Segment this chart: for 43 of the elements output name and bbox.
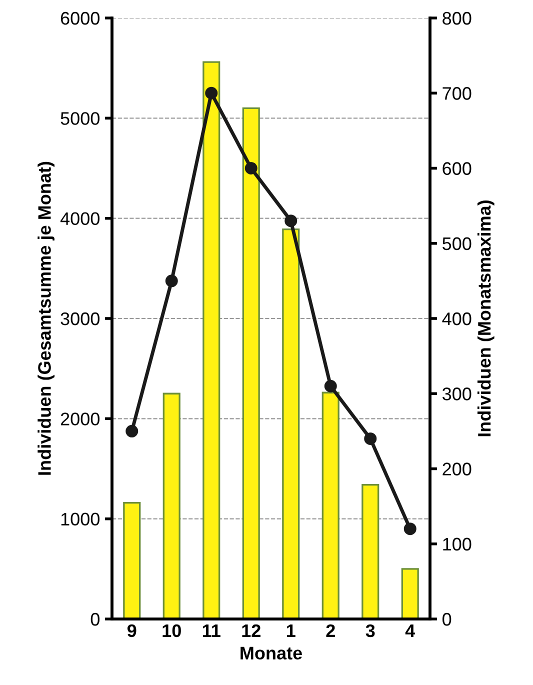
point xyxy=(324,380,337,392)
bar xyxy=(401,568,419,619)
bar xyxy=(282,228,300,619)
y-tick-label: 3000 xyxy=(60,312,100,326)
x-tick-label: 10 xyxy=(162,624,181,638)
y-tick-label: 4000 xyxy=(60,212,100,226)
bar xyxy=(242,107,260,619)
y2-tick-label: 800 xyxy=(442,12,472,25)
x-tick-label: 1 xyxy=(286,624,296,637)
y-axis-title: Individuen (Gesamtsumme je Monat) xyxy=(38,162,54,475)
y2-tick-label: 200 xyxy=(442,462,472,476)
x-tick-label: 2 xyxy=(326,624,335,637)
x-tick-label: 4 xyxy=(405,624,416,637)
y2-axis-title: Individuen (Monatsmaxima) xyxy=(477,200,494,436)
bar xyxy=(202,61,220,619)
x-tick-label: 3 xyxy=(366,624,375,638)
y2-tick-label: 700 xyxy=(442,87,472,100)
y2-tick-label: 300 xyxy=(442,388,472,400)
point xyxy=(364,432,377,445)
bar xyxy=(362,484,380,619)
y-tick-label: 2000 xyxy=(60,412,100,426)
point xyxy=(244,162,258,174)
y2-tick-label: 500 xyxy=(442,237,472,250)
x-tick-label: 12 xyxy=(242,624,260,637)
bar xyxy=(123,502,141,619)
point xyxy=(165,274,178,288)
y-tick-label: 0 xyxy=(90,612,100,626)
y2-tick-label: 0 xyxy=(442,612,452,626)
point xyxy=(404,522,416,536)
y-tick-label: 6000 xyxy=(60,12,100,25)
bar xyxy=(322,392,340,619)
x-tick-label: 9 xyxy=(127,624,136,638)
y-tick-label: 5000 xyxy=(60,112,100,125)
x-tick-label: 11 xyxy=(202,624,220,637)
y2-tick-label: 400 xyxy=(442,312,472,326)
y2-tick-label: 100 xyxy=(443,538,472,551)
point xyxy=(205,86,218,100)
bar xyxy=(162,392,180,619)
y-tick-label: 1000 xyxy=(61,512,100,526)
point xyxy=(284,214,298,228)
y2-tick-label: 600 xyxy=(442,162,472,175)
point xyxy=(126,424,138,438)
x-axis-title: Monate xyxy=(240,646,302,660)
